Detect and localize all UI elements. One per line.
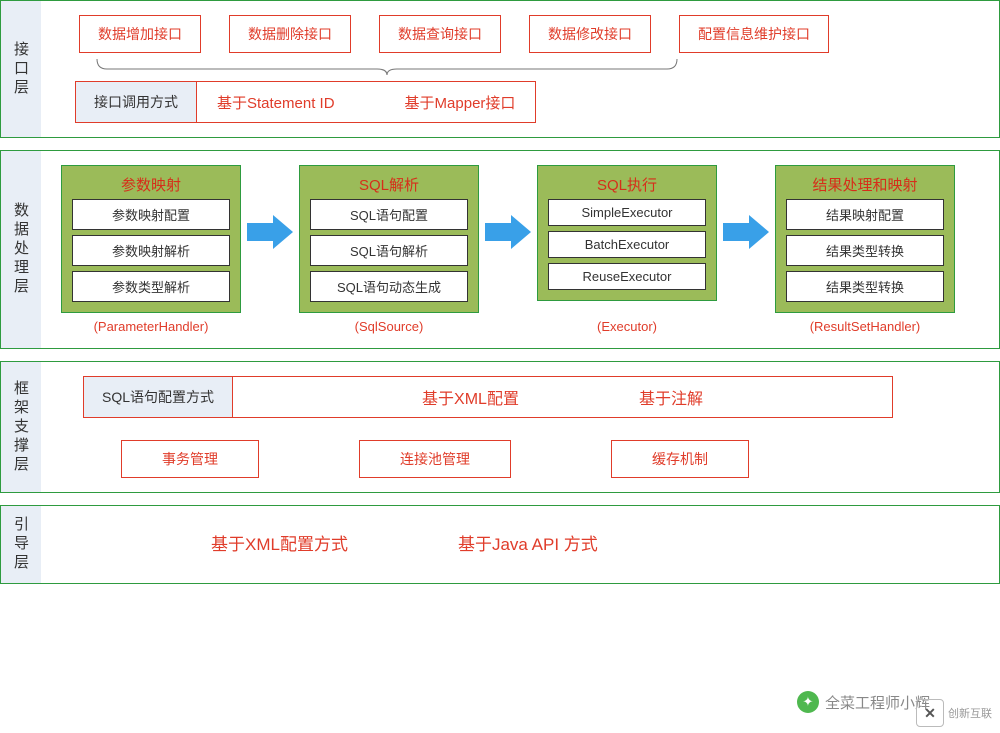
brand-icon: ✕ <box>916 699 944 727</box>
arrow-1 <box>247 165 293 249</box>
frame-layer-label: 框架支撑层 <box>1 362 41 492</box>
stage-param-title: 参数映射 <box>72 174 230 195</box>
api-query: 数据查询接口 <box>379 15 501 53</box>
config-label-box: SQL语句配置方式 <box>83 376 233 418</box>
method-label-box: 接口调用方式 <box>75 81 197 123</box>
sub-resultset: (ResultSetHandler) <box>775 319 955 334</box>
param-item-2: 参数类型解析 <box>72 271 230 302</box>
api-delete: 数据删除接口 <box>229 15 351 53</box>
exec-item-2: ReuseExecutor <box>548 263 706 290</box>
result-item-0: 结果映射配置 <box>786 199 944 230</box>
stage-sql-parse: SQL解析 SQL语句配置 SQL语句解析 SQL语句动态生成 <box>299 165 479 313</box>
stage-result-title: 结果处理和映射 <box>786 174 944 195</box>
data-layer-content: 参数映射 参数映射配置 参数映射解析 参数类型解析 SQL解析 SQL语句配置 … <box>41 151 999 348</box>
frame-bottom-row: 事务管理 连接池管理 缓存机制 <box>121 440 979 478</box>
method-statement-id: 基于Statement ID <box>217 92 335 113</box>
watermark-text1: 全菜工程师小辉 <box>825 692 930 713</box>
watermark-wechat: ✦ 全菜工程师小辉 <box>797 691 930 713</box>
sub-sqlsource: (SqlSource) <box>299 319 479 334</box>
stage-subs: (ParameterHandler) (SqlSource) (Executor… <box>61 313 979 334</box>
method-options: 基于Statement ID 基于Mapper接口 <box>197 81 536 123</box>
arrow-2 <box>485 165 531 249</box>
result-item-2: 结果类型转换 <box>786 271 944 302</box>
sub-executor: (Executor) <box>537 319 717 334</box>
boot-layer-content: 基于XML配置方式 基于Java API 方式 <box>41 506 999 583</box>
boot-options: 基于XML配置方式 基于Java API 方式 <box>211 520 979 565</box>
interface-top-row: 数据增加接口 数据删除接口 数据查询接口 数据修改接口 配置信息维护接口 <box>79 15 979 53</box>
api-add: 数据增加接口 <box>79 15 201 53</box>
data-layer: 数据处理层 参数映射 参数映射配置 参数映射解析 参数类型解析 SQL解析 SQ… <box>0 150 1000 349</box>
exec-item-0: SimpleExecutor <box>548 199 706 226</box>
config-anno: 基于注解 <box>639 385 703 409</box>
sqlparse-item-1: SQL语句解析 <box>310 235 468 266</box>
interface-layer: 接口层 数据增加接口 数据删除接口 数据查询接口 数据修改接口 配置信息维护接口… <box>0 0 1000 138</box>
watermark-brand: ✕ 创新互联 <box>916 699 992 727</box>
stage-param: 参数映射 参数映射配置 参数映射解析 参数类型解析 <box>61 165 241 313</box>
sub-param: (ParameterHandler) <box>61 319 241 334</box>
arrow-3 <box>723 165 769 249</box>
cache-mech: 缓存机制 <box>611 440 749 478</box>
api-config: 配置信息维护接口 <box>679 15 829 53</box>
param-item-1: 参数映射解析 <box>72 235 230 266</box>
interface-method-row: 接口调用方式 基于Statement ID 基于Mapper接口 <box>61 81 979 123</box>
tx-mgmt: 事务管理 <box>121 440 259 478</box>
boot-java: 基于Java API 方式 <box>458 530 598 555</box>
frame-config-row: SQL语句配置方式 基于XML配置 基于注解 <box>83 376 979 418</box>
exec-item-1: BatchExecutor <box>548 231 706 258</box>
config-xml: 基于XML配置 <box>422 385 519 409</box>
brace-connector <box>87 57 687 75</box>
stage-sql-exec: SQL执行 SimpleExecutor BatchExecutor Reuse… <box>537 165 717 301</box>
sqlparse-item-0: SQL语句配置 <box>310 199 468 230</box>
boot-xml: 基于XML配置方式 <box>211 530 348 555</box>
data-layer-label: 数据处理层 <box>1 151 41 348</box>
sqlparse-item-2: SQL语句动态生成 <box>310 271 468 302</box>
frame-layer-content: SQL语句配置方式 基于XML配置 基于注解 事务管理 连接池管理 缓存机制 <box>41 362 999 492</box>
api-update: 数据修改接口 <box>529 15 651 53</box>
param-item-0: 参数映射配置 <box>72 199 230 230</box>
stage-sql-parse-title: SQL解析 <box>310 174 468 195</box>
data-stages-row: 参数映射 参数映射配置 参数映射解析 参数类型解析 SQL解析 SQL语句配置 … <box>61 165 979 313</box>
method-mapper: 基于Mapper接口 <box>405 92 516 113</box>
config-options: 基于XML配置 基于注解 <box>233 376 893 418</box>
interface-layer-label: 接口层 <box>1 1 41 137</box>
boot-layer: 引导层 基于XML配置方式 基于Java API 方式 <box>0 505 1000 584</box>
pool-mgmt: 连接池管理 <box>359 440 511 478</box>
stage-result: 结果处理和映射 结果映射配置 结果类型转换 结果类型转换 <box>775 165 955 313</box>
result-item-1: 结果类型转换 <box>786 235 944 266</box>
interface-layer-content: 数据增加接口 数据删除接口 数据查询接口 数据修改接口 配置信息维护接口 接口调… <box>41 1 999 137</box>
boot-layer-label: 引导层 <box>1 506 41 583</box>
frame-layer: 框架支撑层 SQL语句配置方式 基于XML配置 基于注解 事务管理 连接池管理 … <box>0 361 1000 493</box>
stage-sql-exec-title: SQL执行 <box>548 174 706 195</box>
wechat-icon: ✦ <box>797 691 819 713</box>
watermark-text2: 创新互联 <box>948 705 992 721</box>
